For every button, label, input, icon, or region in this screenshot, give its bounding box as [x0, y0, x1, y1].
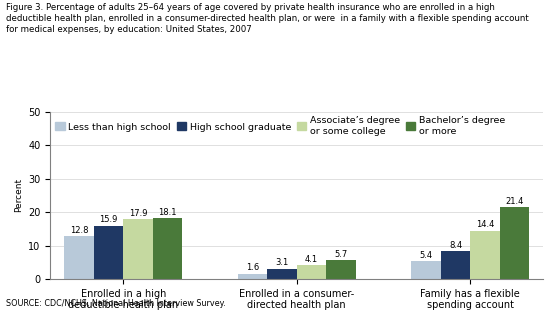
Bar	[267, 269, 297, 279]
Bar	[64, 236, 94, 279]
Text: 3.1: 3.1	[276, 258, 288, 267]
Legend: Less than high school, High school graduate, Associate’s degree
or some college,: Less than high school, High school gradu…	[55, 116, 505, 136]
Text: 17.9: 17.9	[129, 209, 147, 218]
Text: SOURCE: CDC/NCHS, National Health Interview Survey.: SOURCE: CDC/NCHS, National Health Interv…	[6, 299, 225, 308]
Text: 12.8: 12.8	[70, 226, 88, 235]
Text: 15.9: 15.9	[99, 215, 118, 224]
Text: Figure 3. Percentage of adults 25–64 years of age covered by private health insu: Figure 3. Percentage of adults 25–64 yea…	[6, 3, 528, 34]
Text: 21.4: 21.4	[505, 197, 524, 206]
Bar	[326, 260, 356, 279]
Text: 5.4: 5.4	[419, 250, 433, 259]
Text: 1.6: 1.6	[246, 263, 259, 272]
Text: 4.1: 4.1	[305, 255, 318, 264]
Text: 14.4: 14.4	[476, 220, 494, 229]
Bar	[412, 261, 441, 279]
Bar	[94, 226, 123, 279]
Bar	[297, 265, 326, 279]
Bar	[123, 219, 153, 279]
Y-axis label: Percent: Percent	[14, 178, 23, 212]
Text: 8.4: 8.4	[449, 241, 462, 250]
Text: 18.1: 18.1	[158, 208, 177, 217]
Bar	[470, 231, 500, 279]
Bar	[153, 219, 182, 279]
Text: 5.7: 5.7	[334, 250, 348, 259]
Bar	[500, 207, 529, 279]
Bar	[238, 274, 267, 279]
Bar	[441, 251, 470, 279]
